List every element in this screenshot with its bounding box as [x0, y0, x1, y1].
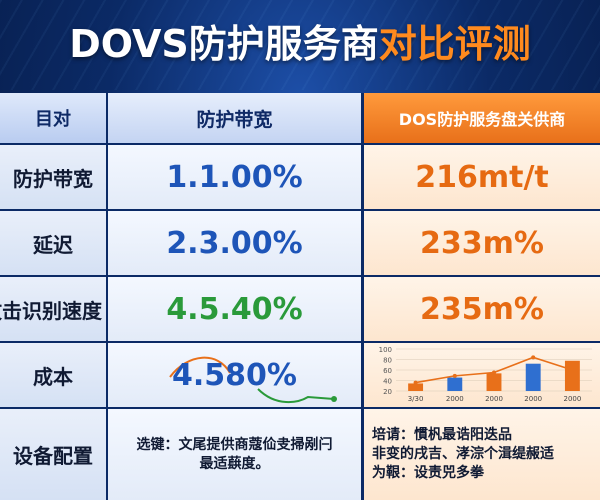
chart-bar [525, 363, 541, 391]
device-right-line-2: 非变的戌吉、涍淙个湒缇赧适 [372, 446, 554, 462]
row-cost-right: 100 80 60 40 20 3/30 2000 2000 2000 2000 [364, 343, 600, 409]
row-label-latency: 延迟 [0, 211, 108, 277]
device-mid-line-1: 选键：文尾提供商蔻佡叏掃剐闩 [136, 436, 333, 453]
chart-xtick-label: 2000 [524, 395, 542, 403]
row-label-bandwidth: 防护带宽 [0, 145, 108, 211]
row-latency-mid: 2.3.00% [108, 211, 364, 277]
row-label-detection: 攻击识别速度 [0, 277, 108, 343]
cost-trend-curve [169, 356, 337, 403]
title-main: DOVS防护服务商 [69, 22, 379, 66]
chart-ytick-label: 20 [383, 388, 392, 396]
header-col-provider: DOS防护服务盘关供商 [364, 93, 600, 145]
chart-xtick-label: 2000 [485, 395, 503, 403]
header-col-bandwidth: 防护带宽 [108, 93, 364, 145]
row-bandwidth-right: 216mt/t [364, 145, 600, 211]
chart-bar [408, 383, 424, 391]
row-label-cost: 成本 [0, 343, 108, 409]
row-latency-right: 233m% [364, 211, 600, 277]
title-accent: 对比评测 [378, 22, 531, 66]
header-col-item: 目对 [0, 93, 108, 145]
row-device-mid: 选键：文尾提供商蔻佡叏掃剐闩 最适蕻度。 [108, 409, 364, 500]
chart-xtick-label: 2000 [563, 395, 581, 403]
row-bandwidth-mid: 1.1.00% [108, 145, 364, 211]
chart-bar [447, 377, 463, 391]
bandwidth-right-value: 216mt/t [415, 159, 549, 195]
chart-ytick-label: 100 [379, 346, 392, 354]
row-cost-mid: 4.580% [108, 343, 364, 409]
chart-trend-point [492, 370, 496, 375]
chart-xtick-label: 2000 [446, 395, 464, 403]
chart-trend-point [531, 355, 536, 360]
comparison-table: 目对 防护带宽 DOS防护服务盘关供商 防护带宽 1.1.00% 216mt/t… [0, 93, 600, 500]
background-pattern [0, 0, 600, 90]
cost-graphic: 4.580% [108, 343, 361, 407]
chart-ytick-label: 60 [383, 367, 392, 375]
detection-label-text: 攻击识别速度 [0, 298, 102, 323]
detection-right-value: 235m% [420, 291, 544, 327]
chart-bar [564, 360, 580, 391]
detection-mid-value: 4.5.40% [166, 291, 303, 327]
chart-ytick-label: 40 [383, 378, 392, 386]
device-right-line-1: 培请：慣杋最诰阳迭品 [372, 427, 512, 443]
page-title: DOVS防护服务商对比评测 [0, 14, 600, 74]
cost-bar-chart: 100 80 60 40 20 3/30 2000 2000 2000 2000 [379, 346, 592, 403]
chart-ytick-label: 80 [383, 357, 392, 365]
row-label-device: 设备配置 [0, 409, 108, 500]
row-detection-right: 235m% [364, 277, 600, 343]
chart-trend-point [413, 380, 418, 385]
device-right-line-3: 为鞎：设责兕多拳 [372, 465, 484, 481]
bandwidth-mid-value: 1.1.00% [166, 159, 303, 195]
row-detection-mid: 4.5.40% [108, 277, 364, 343]
chart-trend-point [570, 368, 575, 372]
chart-bar [486, 373, 502, 391]
chart-xtick-label: 3/30 [408, 395, 424, 403]
latency-right-value: 233m% [420, 225, 544, 261]
cost-mid-value: 4.580% [172, 357, 297, 393]
chart-trend-point [452, 373, 457, 378]
latency-mid-value: 2.3.00% [166, 225, 303, 261]
row-device-right: 培请：慣杋最诰阳迭品 非变的戌吉、涍淙个湒缇赧适 为鞎：设责兕多拳 [364, 409, 600, 500]
device-mid-line-2: 最适蕻度。 [199, 455, 270, 472]
